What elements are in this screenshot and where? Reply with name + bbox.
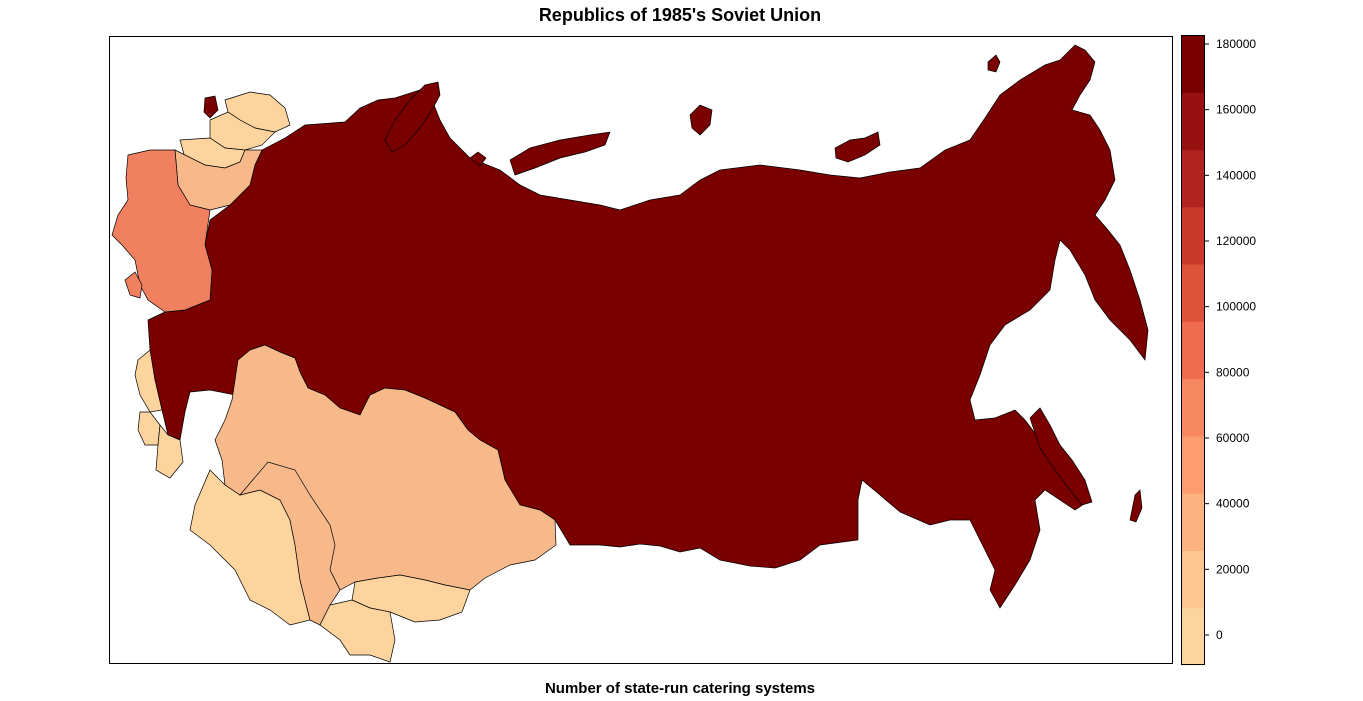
legend-color-step [1181,550,1204,609]
legend-color-step [1181,35,1204,93]
legend-color-step [1181,206,1204,265]
region-georgia[interactable] [134,349,163,413]
legend-tick-label: 160000 [1216,103,1256,117]
legend-tick-label: 40000 [1216,497,1250,511]
map-caption: Number of state-run catering systems [544,680,816,697]
legend-tick-label: 140000 [1216,168,1256,182]
legend-color-step [1181,435,1204,494]
legend-color-step [1181,264,1204,322]
legend-color-step [1181,607,1204,666]
legend-color-step [1181,321,1204,380]
legend-tick-label: 0 [1216,628,1223,642]
region-russia-wrangel-island[interactable] [987,54,1001,73]
legend-color-step [1181,92,1204,151]
region-moldova[interactable] [124,271,143,299]
map-title: Republics of 1985's Soviet Union [538,5,822,25]
region-azerbaijan[interactable] [155,424,184,479]
region-ukraine[interactable] [111,149,213,313]
region-russia-novaya-zemlya[interactable] [384,81,441,153]
legend-tick-label: 80000 [1216,365,1250,379]
legend-frame [1181,35,1205,665]
region-russia-kuril[interactable] [1129,489,1143,523]
color-legend: 0 20000 40000 60000 80000 100000 120000 140000 1… [1181,35,1256,666]
legend-tick-label: 100000 [1216,300,1256,314]
region-tajikistan[interactable] [319,599,396,663]
legend-tick-label: 60000 [1216,431,1250,445]
region-russia-severnaya-zemlya[interactable] [509,131,611,176]
region-russia-taymyr-island[interactable] [689,104,713,136]
legend-color-step [1181,149,1204,208]
legend-tick-label: 180000 [1216,37,1256,51]
legend-tick-label: 20000 [1216,562,1250,576]
legend-color-step [1181,378,1204,437]
legend-tick-label: 120000 [1216,234,1256,248]
region-russia-sakhalin[interactable] [1029,407,1093,506]
region-russia-franz-josef-land[interactable] [469,151,487,167]
region-russia-new-siberian-islands[interactable] [834,131,881,163]
region-russia-kaliningrad[interactable] [203,95,219,119]
legend-color-step [1181,493,1204,551]
